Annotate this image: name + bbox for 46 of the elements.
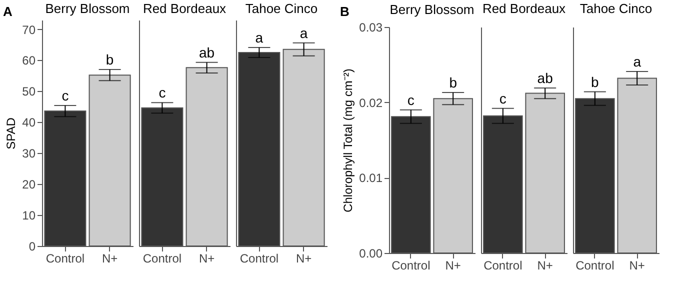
annotation: a [300,24,308,41]
chart-title: Berry Blossom [390,2,474,17]
y-axis-title: SPAD [4,117,18,150]
annotation: c [158,84,166,101]
chart-title: Red Bordeaux [482,1,566,16]
x-tick-label: N+ [296,252,312,266]
y-tick-label: 70 [22,22,36,37]
x-tick-label: Control [576,258,614,272]
x-tick-label: Control [484,258,522,272]
annotation: c [62,87,69,104]
text: B [340,4,350,19]
text: A [3,4,12,19]
annotation: b [591,74,600,90]
annotation: a [633,53,642,70]
x-tick-label: Control [240,252,279,266]
y-tick-label: 0 [28,240,36,254]
y-tick-label: 0.03 [359,20,383,34]
x-tick-label: N+ [537,258,553,272]
y-tick-label: 0.01 [359,171,383,186]
x-tick-label: N+ [445,258,461,272]
annotation: b [449,74,458,91]
y-tick-label: 0.00 [359,246,383,260]
annotation: a [255,30,264,46]
annotation: c [499,90,506,106]
x-tick-label: N+ [102,252,118,266]
annotation: ab [199,44,215,60]
x-tick-label: Control [142,252,182,266]
x-tick-label: Control [392,258,430,272]
annotation: c [407,92,414,108]
x-tick-label: Control [46,252,85,266]
chart-title: Red Bordeaux [142,1,227,16]
chart-title: Tahoe Cinco [580,1,652,16]
annotation: b [106,52,114,68]
y-tick-label: 20 [22,178,36,192]
chart-title: Berry Blossom [45,1,130,16]
y-axis-title: Chlorophyll Total (mg cm⁻²) [341,68,356,212]
x-tick-label: N+ [629,258,645,272]
annotation: ab [537,70,554,86]
y-tick-label: 30 [22,146,36,161]
y-tick-label: 50 [22,84,36,99]
y-tick-label: 40 [22,116,36,130]
y-tick-label: 60 [22,54,36,68]
y-tick-label: 0.02 [359,96,383,110]
x-tick-label: N+ [198,252,215,266]
y-tick-label: 10 [22,208,36,223]
chart-title: Tahoe Cinco [245,1,318,16]
